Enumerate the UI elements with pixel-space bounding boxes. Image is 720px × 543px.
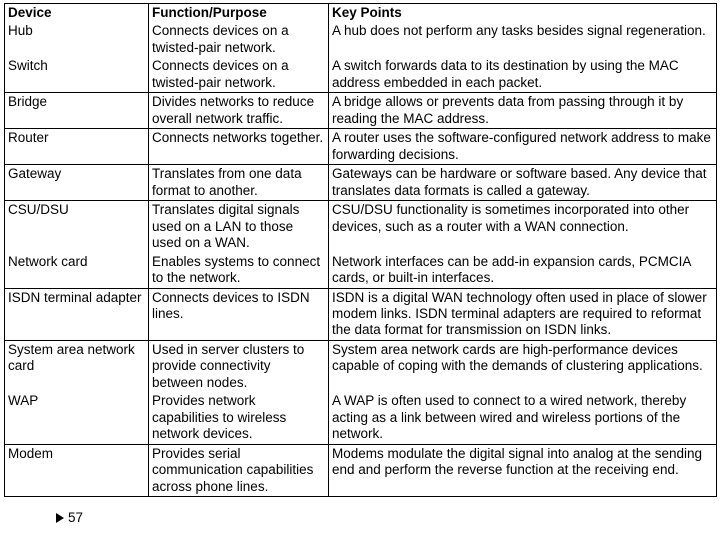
function-cell: Divides networks to reduce overall netwo… bbox=[149, 93, 329, 129]
device-cell: WAP bbox=[5, 392, 149, 444]
device-cell: System area network card bbox=[5, 340, 149, 392]
device-cell: Bridge bbox=[5, 93, 149, 129]
points-cell: A WAP is often used to connect to a wire… bbox=[329, 392, 717, 444]
points-cell: System area network cards are high-perfo… bbox=[329, 340, 717, 392]
function-cell: Provides serial communication capabiliti… bbox=[149, 444, 329, 496]
function-cell: Connects devices on a twisted-pair netwo… bbox=[149, 57, 329, 92]
points-cell: Gateways can be hardware or software bas… bbox=[329, 165, 717, 201]
device-cell: Modem bbox=[5, 444, 149, 496]
function-cell: Connects networks together. bbox=[149, 129, 329, 165]
col-header-0: Device bbox=[5, 4, 149, 23]
points-cell: A router uses the software-configured ne… bbox=[329, 129, 717, 165]
function-cell: Provides network capabilities to wireles… bbox=[149, 392, 329, 444]
device-cell: Gateway bbox=[5, 165, 149, 201]
page-number-value: 57 bbox=[68, 510, 83, 525]
points-cell: Network interfaces can be add-in expansi… bbox=[329, 253, 717, 288]
points-cell: A hub does not perform any tasks besides… bbox=[329, 22, 717, 57]
device-cell: Network card bbox=[5, 253, 149, 288]
points-cell: Modems modulate the digital signal into … bbox=[329, 444, 717, 496]
device-cell: Hub bbox=[5, 22, 149, 57]
function-cell: Enables systems to connect to the networ… bbox=[149, 253, 329, 288]
points-cell: A bridge allows or prevents data from pa… bbox=[329, 93, 717, 129]
points-cell: CSU/DSU functionality is sometimes incor… bbox=[329, 201, 717, 253]
device-cell: ISDN terminal adapter bbox=[5, 288, 149, 340]
points-cell: ISDN is a digital WAN technology often u… bbox=[329, 288, 717, 340]
function-cell: Connects devices on a twisted-pair netwo… bbox=[149, 22, 329, 57]
col-header-1: Function/Purpose bbox=[149, 4, 329, 23]
device-cell: Switch bbox=[5, 57, 149, 92]
device-cell: CSU/DSU bbox=[5, 201, 149, 253]
device-cell: Router bbox=[5, 129, 149, 165]
points-cell: A switch forwards data to its destinatio… bbox=[329, 57, 717, 92]
arrow-icon bbox=[56, 513, 64, 523]
function-cell: Connects devices to ISDN lines. bbox=[149, 288, 329, 340]
col-header-2: Key Points bbox=[329, 4, 717, 23]
function-cell: Used in server clusters to provide conne… bbox=[149, 340, 329, 392]
page-number: 57 bbox=[56, 510, 83, 525]
function-cell: Translates digital signals used on a LAN… bbox=[149, 201, 329, 253]
function-cell: Translates from one data format to anoth… bbox=[149, 165, 329, 201]
devices-table: DeviceFunction/PurposeKey PointsHubConne… bbox=[4, 3, 717, 497]
